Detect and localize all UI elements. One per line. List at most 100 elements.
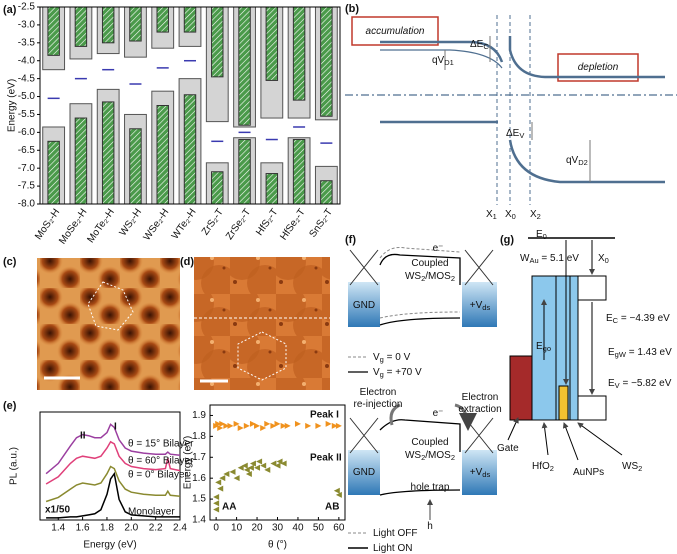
gate xyxy=(509,355,533,421)
axes-frame xyxy=(39,6,341,205)
point xyxy=(280,460,287,467)
x-tick-label: 2.4 xyxy=(173,523,187,534)
point xyxy=(249,460,256,467)
label-part: depletion xyxy=(578,62,619,73)
label: +Vds xyxy=(470,300,491,312)
label-part: 0 xyxy=(512,212,516,221)
point xyxy=(260,425,267,431)
label-part: = −4.39 eV xyxy=(618,313,670,324)
pl-curve xyxy=(45,423,181,475)
panel-label: (f) xyxy=(345,234,356,246)
label-part: Au xyxy=(529,256,538,265)
bar xyxy=(238,6,251,126)
bar xyxy=(265,6,279,81)
label-part: V xyxy=(373,352,380,363)
bar xyxy=(129,6,142,42)
bar xyxy=(74,6,88,47)
bar xyxy=(101,101,115,205)
point xyxy=(249,420,256,427)
label-part: WS xyxy=(622,461,638,472)
x-tick-label: 2.0 xyxy=(124,523,138,534)
label-part: re-injection xyxy=(354,399,403,410)
annotation: II xyxy=(80,431,86,442)
label-part: 2 xyxy=(451,274,455,283)
label-part: qV xyxy=(432,55,445,66)
label: HfO2 xyxy=(532,461,554,473)
label: extraction xyxy=(458,404,501,415)
series-label: Monolayer xyxy=(128,507,175,518)
label-part: D1 xyxy=(444,58,454,67)
band-line xyxy=(380,40,504,63)
label: GND xyxy=(353,300,375,311)
point xyxy=(227,422,234,429)
label-part: e⁻ xyxy=(433,243,444,254)
label-part: E xyxy=(536,229,543,240)
point xyxy=(325,420,332,427)
point xyxy=(274,462,281,469)
x-tick-label: 1.8 xyxy=(100,523,114,534)
device-diagram xyxy=(348,247,497,549)
point xyxy=(213,500,220,507)
x-tick-label: MoS₂-H xyxy=(33,207,62,242)
label: GND xyxy=(353,467,375,478)
label-part: ds xyxy=(482,303,490,312)
bar xyxy=(320,6,333,117)
label: X0 xyxy=(505,209,516,221)
arrow xyxy=(507,417,519,441)
label-part: hole trap xyxy=(411,482,450,493)
panel-label: (g) xyxy=(500,234,514,246)
valence-band xyxy=(577,395,607,421)
pl-curve xyxy=(45,440,181,485)
y-tick-label: -4.5 xyxy=(18,73,36,84)
point xyxy=(335,422,342,429)
x-tick-label: ZrS₂-T xyxy=(200,207,226,237)
label: hole trap xyxy=(411,482,450,493)
x-tick-label: SnS₂-T xyxy=(307,207,334,240)
label: qVD1 xyxy=(432,55,454,67)
label-part: 2 xyxy=(421,453,425,462)
label: WAu = 5.1 eV xyxy=(520,253,579,265)
x-axis-label: Energy (eV) xyxy=(83,540,136,551)
point xyxy=(254,464,261,471)
point xyxy=(215,420,222,427)
label-part: Coupled xyxy=(411,437,448,448)
arrow xyxy=(562,422,579,461)
label-part: g xyxy=(380,355,384,364)
label: X1 xyxy=(486,209,497,221)
stm-image xyxy=(37,258,180,390)
y-tick-label: -2.5 xyxy=(18,2,36,13)
label-part: 2 xyxy=(638,464,642,473)
energy-diagram xyxy=(507,237,623,461)
label: X0 xyxy=(598,253,609,265)
au xyxy=(558,385,569,421)
band-line xyxy=(379,419,461,496)
cross xyxy=(349,249,494,286)
panel-label: (d) xyxy=(180,256,194,268)
label: re-injection xyxy=(354,399,403,410)
point xyxy=(237,464,244,471)
annotation: AB xyxy=(325,502,339,513)
x-tick-label: WTe₂-H xyxy=(170,207,199,242)
series-label: θ = 15° Bilayer xyxy=(128,439,194,450)
annotation: AA xyxy=(222,502,236,513)
y-tick-label: -3.5 xyxy=(18,37,36,48)
y-axis-label: Energy (eV) xyxy=(7,79,18,132)
y-tick-label: -4.0 xyxy=(18,55,36,66)
x-tick-label: WS₂-H xyxy=(118,207,145,238)
y-tick-label: 1.8 xyxy=(192,431,206,442)
point xyxy=(284,422,291,429)
point xyxy=(233,475,240,482)
point xyxy=(215,479,222,486)
y-tick-label: 1.4 xyxy=(192,515,206,526)
x-tick-label: HfSe₂-T xyxy=(278,207,307,242)
x-tick-label: HfS₂-T xyxy=(254,207,280,238)
label: WS2 xyxy=(622,461,642,473)
label-part: X xyxy=(486,209,493,220)
point xyxy=(280,422,287,429)
label: accumulation xyxy=(366,26,425,37)
x-tick-label: 50 xyxy=(313,523,325,534)
label-part: 2 xyxy=(421,274,425,283)
ws2 xyxy=(569,275,579,421)
label: Light OFF xyxy=(373,528,417,539)
